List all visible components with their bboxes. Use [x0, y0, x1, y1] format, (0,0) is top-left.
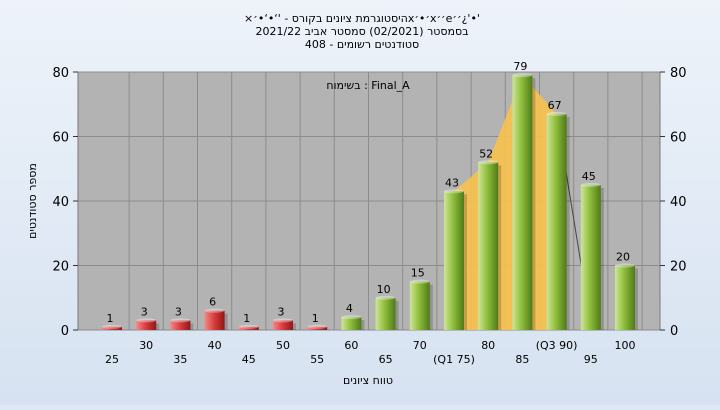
x-axis: 25 30 35 40 45 50 55 60 65 70 (Q1 75) 80 85 (Q3 90) 95… — [105, 339, 636, 366]
x-tick-label: 80 — [481, 339, 495, 352]
legend-label: בשימוח : Final_A — [326, 79, 410, 92]
y-tick-label: 0 — [61, 324, 69, 339]
x-tick-label: 100 — [615, 339, 636, 352]
y-tick-label: 60 — [52, 131, 69, 146]
bar-value-label: 1 — [107, 312, 114, 325]
bar-value-label: 10 — [377, 283, 391, 296]
y-axis-right: 0 20 40 60 80 — [660, 66, 687, 339]
bar-value-label: 79 — [513, 60, 527, 73]
bar-value-label: 45 — [582, 170, 596, 183]
x-tick-label: 50 — [276, 339, 290, 352]
bar-top — [341, 315, 361, 319]
x-tick-label: 35 — [173, 353, 187, 366]
bar-value-label: 4 — [346, 302, 353, 315]
bar-(Q1 75) — [444, 191, 464, 330]
y-tick-label: 80 — [52, 66, 69, 81]
bar-top — [581, 183, 601, 187]
x-tick-label: 70 — [413, 339, 427, 352]
bar-value-label: 1 — [243, 312, 250, 325]
bar-value-label: 67 — [548, 99, 562, 112]
y-tick-label-right: 80 — [670, 66, 687, 81]
bar-value-label: 20 — [616, 251, 630, 264]
y-axis-label: מספר סטודנטים — [26, 163, 39, 239]
x-tick-label: (Q1 75) — [433, 353, 475, 366]
x-tick-label: (Q3 90) — [536, 339, 578, 352]
chart-title-line-1: ×היסטוגרמת ציונים בקורס - '‘•‘•׳x׳•׳x׳׳e… — [244, 12, 480, 25]
x-tick-label: 60 — [344, 339, 358, 352]
x-tick-label: 85 — [515, 353, 529, 366]
bar-top — [478, 160, 498, 164]
bar-65 — [376, 298, 396, 330]
y-tick-label-right: 60 — [670, 131, 687, 146]
y-tick-label-right: 0 — [670, 324, 678, 339]
bar-top — [512, 73, 532, 77]
bar-85 — [512, 75, 532, 330]
bar-value-label: 1 — [312, 312, 319, 325]
x-tick-label: 25 — [105, 353, 119, 366]
x-tick-label: 45 — [242, 353, 256, 366]
bar-80 — [478, 162, 498, 330]
x-tick-label: 95 — [584, 353, 598, 366]
bar-top — [615, 264, 635, 268]
chart-title-line-2: בסמסטר (02/2021) סמסטר אביב 2021/22 — [255, 25, 468, 38]
bar-value-label: 3 — [278, 305, 285, 318]
bar-value-label: 6 — [209, 296, 216, 309]
y-tick-label-right: 40 — [670, 195, 687, 210]
chart-title-line-3: סטודנטים רשומים - 408 — [305, 38, 419, 51]
bar-top — [239, 325, 259, 329]
bar-value-label: 15 — [411, 267, 425, 280]
y-tick-label-right: 20 — [670, 260, 687, 275]
bar-95 — [581, 185, 601, 330]
bar-40 — [205, 311, 225, 330]
x-axis-label: טווח ציונים — [343, 374, 393, 387]
bar-value-label: 52 — [479, 147, 493, 160]
bar-top — [444, 189, 464, 193]
bar-top — [136, 318, 156, 322]
x-tick-label: 30 — [139, 339, 153, 352]
x-tick-label: 40 — [208, 339, 222, 352]
bar-value-label: 3 — [141, 305, 148, 318]
x-tick-label: 55 — [310, 353, 324, 366]
bar-top — [170, 318, 190, 322]
bar-top — [205, 309, 225, 313]
y-tick-label: 20 — [52, 260, 69, 275]
bar-top — [307, 325, 327, 329]
bar-top — [410, 280, 430, 284]
bar-value-label: 43 — [445, 176, 459, 189]
bar-100 — [615, 266, 635, 331]
bar-value-label: 3 — [175, 305, 182, 318]
y-tick-label: 40 — [52, 195, 69, 210]
x-tick-label: 65 — [379, 353, 393, 366]
bar-top — [102, 325, 122, 329]
bar-top — [376, 296, 396, 300]
bar-top — [547, 112, 567, 116]
bar-(Q3 90) — [547, 114, 567, 330]
bar-70 — [410, 282, 430, 330]
y-axis-left: 0 20 40 60 80 — [52, 66, 78, 339]
bar-top — [273, 318, 293, 322]
